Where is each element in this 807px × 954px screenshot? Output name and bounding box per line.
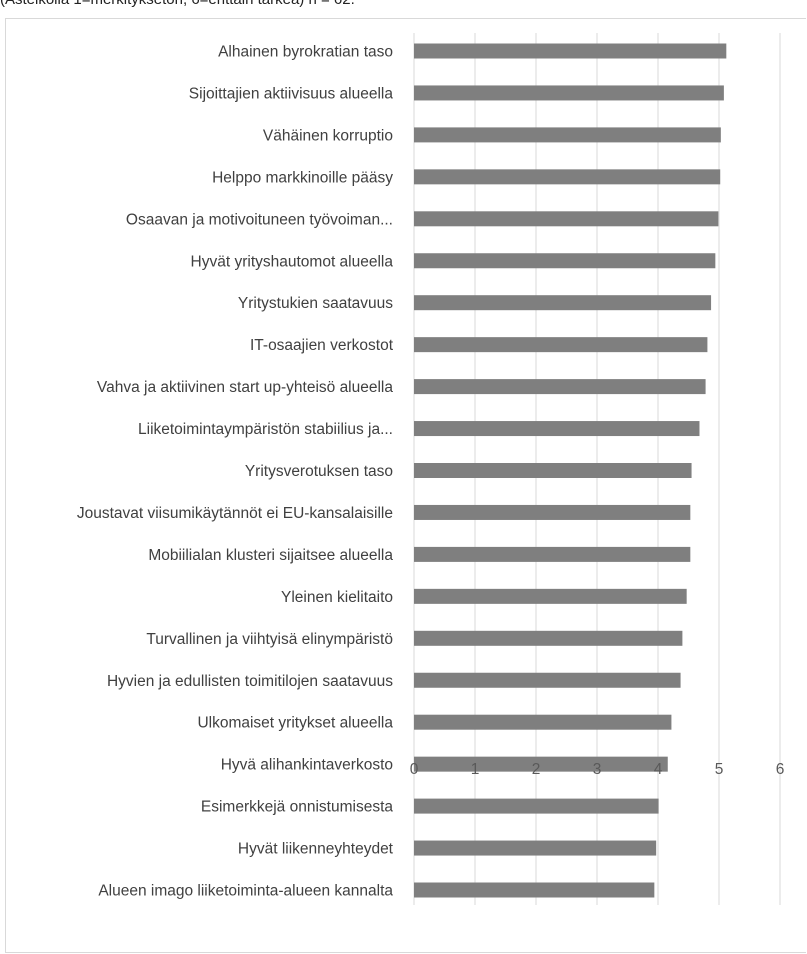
bar bbox=[414, 211, 719, 227]
category-label: Ulkomaiset yritykset alueella bbox=[197, 715, 393, 732]
category-label: Alhainen byrokratian taso bbox=[218, 44, 393, 61]
bar bbox=[414, 43, 727, 59]
bar bbox=[414, 379, 706, 395]
category-label: Alueen imago liiketoiminta-alueen kannal… bbox=[98, 883, 393, 900]
bar bbox=[414, 630, 683, 646]
category-label: Hyvien ja edullisten toimitilojen saatav… bbox=[107, 673, 393, 690]
bar bbox=[414, 504, 691, 520]
bar bbox=[414, 756, 668, 772]
x-tick-label: 3 bbox=[593, 761, 602, 778]
category-labels: Alhainen byrokratian taso Sijoittajien ak… bbox=[77, 44, 394, 900]
chart-frame bbox=[5, 18, 806, 953]
category-label: Turvallinen ja viihtyisä elinympäristö bbox=[146, 631, 393, 648]
category-label: Hyvät liikenneyhteydet bbox=[238, 841, 394, 858]
bars bbox=[414, 43, 727, 898]
category-label: Osaavan ja motivoituneen työvoiman... bbox=[126, 211, 393, 228]
x-tick-label: 6 bbox=[776, 761, 785, 778]
x-tick-label: 2 bbox=[532, 761, 541, 778]
bar bbox=[414, 463, 692, 478]
x-tick-label: 0 bbox=[410, 761, 419, 778]
category-label: Joustavat viisumikäytännöt ei EU-kansala… bbox=[77, 505, 393, 522]
x-tick-label: 4 bbox=[654, 761, 663, 778]
bar bbox=[414, 127, 721, 143]
bar bbox=[414, 588, 687, 604]
bar bbox=[414, 714, 672, 730]
category-label: Hyvä alihankintaverkosto bbox=[221, 757, 393, 774]
category-label: Vähäinen korruptio bbox=[263, 127, 393, 144]
category-label: Hyvät yrityshautomot alueella bbox=[191, 253, 394, 270]
category-label: Esimerkkejä onnistumisesta bbox=[201, 799, 393, 816]
category-label: Mobiilialan klusteri sijaitsee alueella bbox=[148, 547, 393, 564]
bar bbox=[414, 85, 724, 101]
category-label: Yritysverotuksen taso bbox=[245, 463, 393, 480]
category-label: Sijoittajien aktiivisuus alueella bbox=[189, 85, 394, 102]
bar bbox=[414, 672, 681, 688]
bar bbox=[414, 882, 655, 898]
bar bbox=[414, 169, 721, 185]
bar bbox=[414, 798, 659, 814]
category-label: IT-osaajien verkostot bbox=[250, 337, 394, 354]
bar bbox=[414, 295, 712, 311]
bar bbox=[414, 337, 708, 353]
bar bbox=[414, 546, 691, 562]
category-label: Liiketoimintaympäristön stabiilius ja... bbox=[138, 421, 393, 438]
category-label: Vahva ja aktiivinen start up-yhteisö alu… bbox=[97, 379, 393, 396]
bar bbox=[414, 421, 700, 437]
bar bbox=[414, 253, 716, 269]
x-tick-labels: 0 1 2 3 4 5 6 bbox=[410, 761, 785, 778]
category-label: Yritystukien saatavuus bbox=[238, 295, 393, 312]
category-label: Helppo markkinoille pääsy bbox=[212, 169, 393, 186]
x-tick-label: 1 bbox=[471, 761, 480, 778]
bar bbox=[414, 840, 657, 856]
category-label: Yleinen kielitaito bbox=[281, 589, 393, 606]
x-tick-label: 5 bbox=[715, 761, 724, 778]
chart-caption: (Asteikolla 1=merkityksetön, 6=erittäin … bbox=[0, 0, 807, 13]
